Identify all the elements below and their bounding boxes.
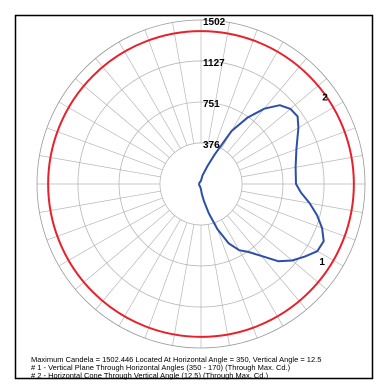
series-layer: 21 (47, 30, 355, 338)
grid-spoke (46, 197, 163, 241)
grid-ring (159, 142, 243, 226)
grid-spoke (214, 222, 258, 339)
grid-spoke (172, 224, 195, 346)
grid-spoke (241, 155, 363, 178)
grid-spoke (58, 204, 166, 267)
grid-spoke (144, 29, 188, 146)
grid-spoke (46, 127, 163, 171)
grid-spoke (118, 41, 181, 149)
chart-border (14, 14, 374, 380)
legend-series-1: # 1 - Vertical Plane Through Horizontal … (31, 364, 291, 372)
series-line-2 (47, 30, 355, 338)
grid-spoke (39, 155, 161, 178)
tick-labels: 376 751 1127 1502 (203, 17, 226, 151)
radial-tick-label: 1502 (203, 17, 226, 28)
grid-ring (118, 101, 284, 267)
grid-spoke (39, 190, 161, 213)
series-label-2: 2 (322, 92, 328, 103)
grid-spoke (232, 210, 327, 290)
chart-legend: Maximum Candela = 1502.446 Located At Ho… (31, 356, 371, 380)
grid-ring (36, 19, 366, 349)
grid-spoke (236, 101, 344, 164)
grid-spoke (118, 219, 181, 327)
radial-tick-label: 1127 (203, 58, 225, 69)
grid-spoke (95, 215, 175, 310)
series-label-1: 1 (319, 257, 325, 268)
grid-spoke (214, 29, 258, 146)
grid-spoke (207, 22, 230, 144)
grid-spoke (75, 210, 170, 290)
grid-spoke (241, 190, 363, 213)
grid-spoke (172, 22, 195, 144)
grid-spoke (221, 219, 284, 327)
legend-series-2: # 2 - Horizontal Cone Through Vertical A… (31, 372, 269, 380)
grid-spoke (236, 204, 344, 267)
grid-spoke (75, 78, 170, 158)
series-line-1 (198, 104, 325, 263)
grid-spoke (207, 224, 230, 346)
grid-spokes (37, 20, 365, 348)
grid-spoke (239, 197, 356, 241)
radial-tick-label: 751 (203, 99, 220, 110)
grid-spoke (144, 222, 188, 339)
radial-tick-label: 376 (203, 140, 220, 151)
grid-spoke (227, 58, 307, 153)
grid-spoke (95, 58, 175, 153)
grid-rings (36, 19, 366, 349)
grid-spoke (232, 78, 327, 158)
legend-max-candela: Maximum Candela = 1502.446 Located At Ho… (31, 356, 322, 364)
grid-spoke (58, 101, 166, 164)
grid-spoke (227, 215, 307, 310)
grid-ring (77, 60, 325, 308)
